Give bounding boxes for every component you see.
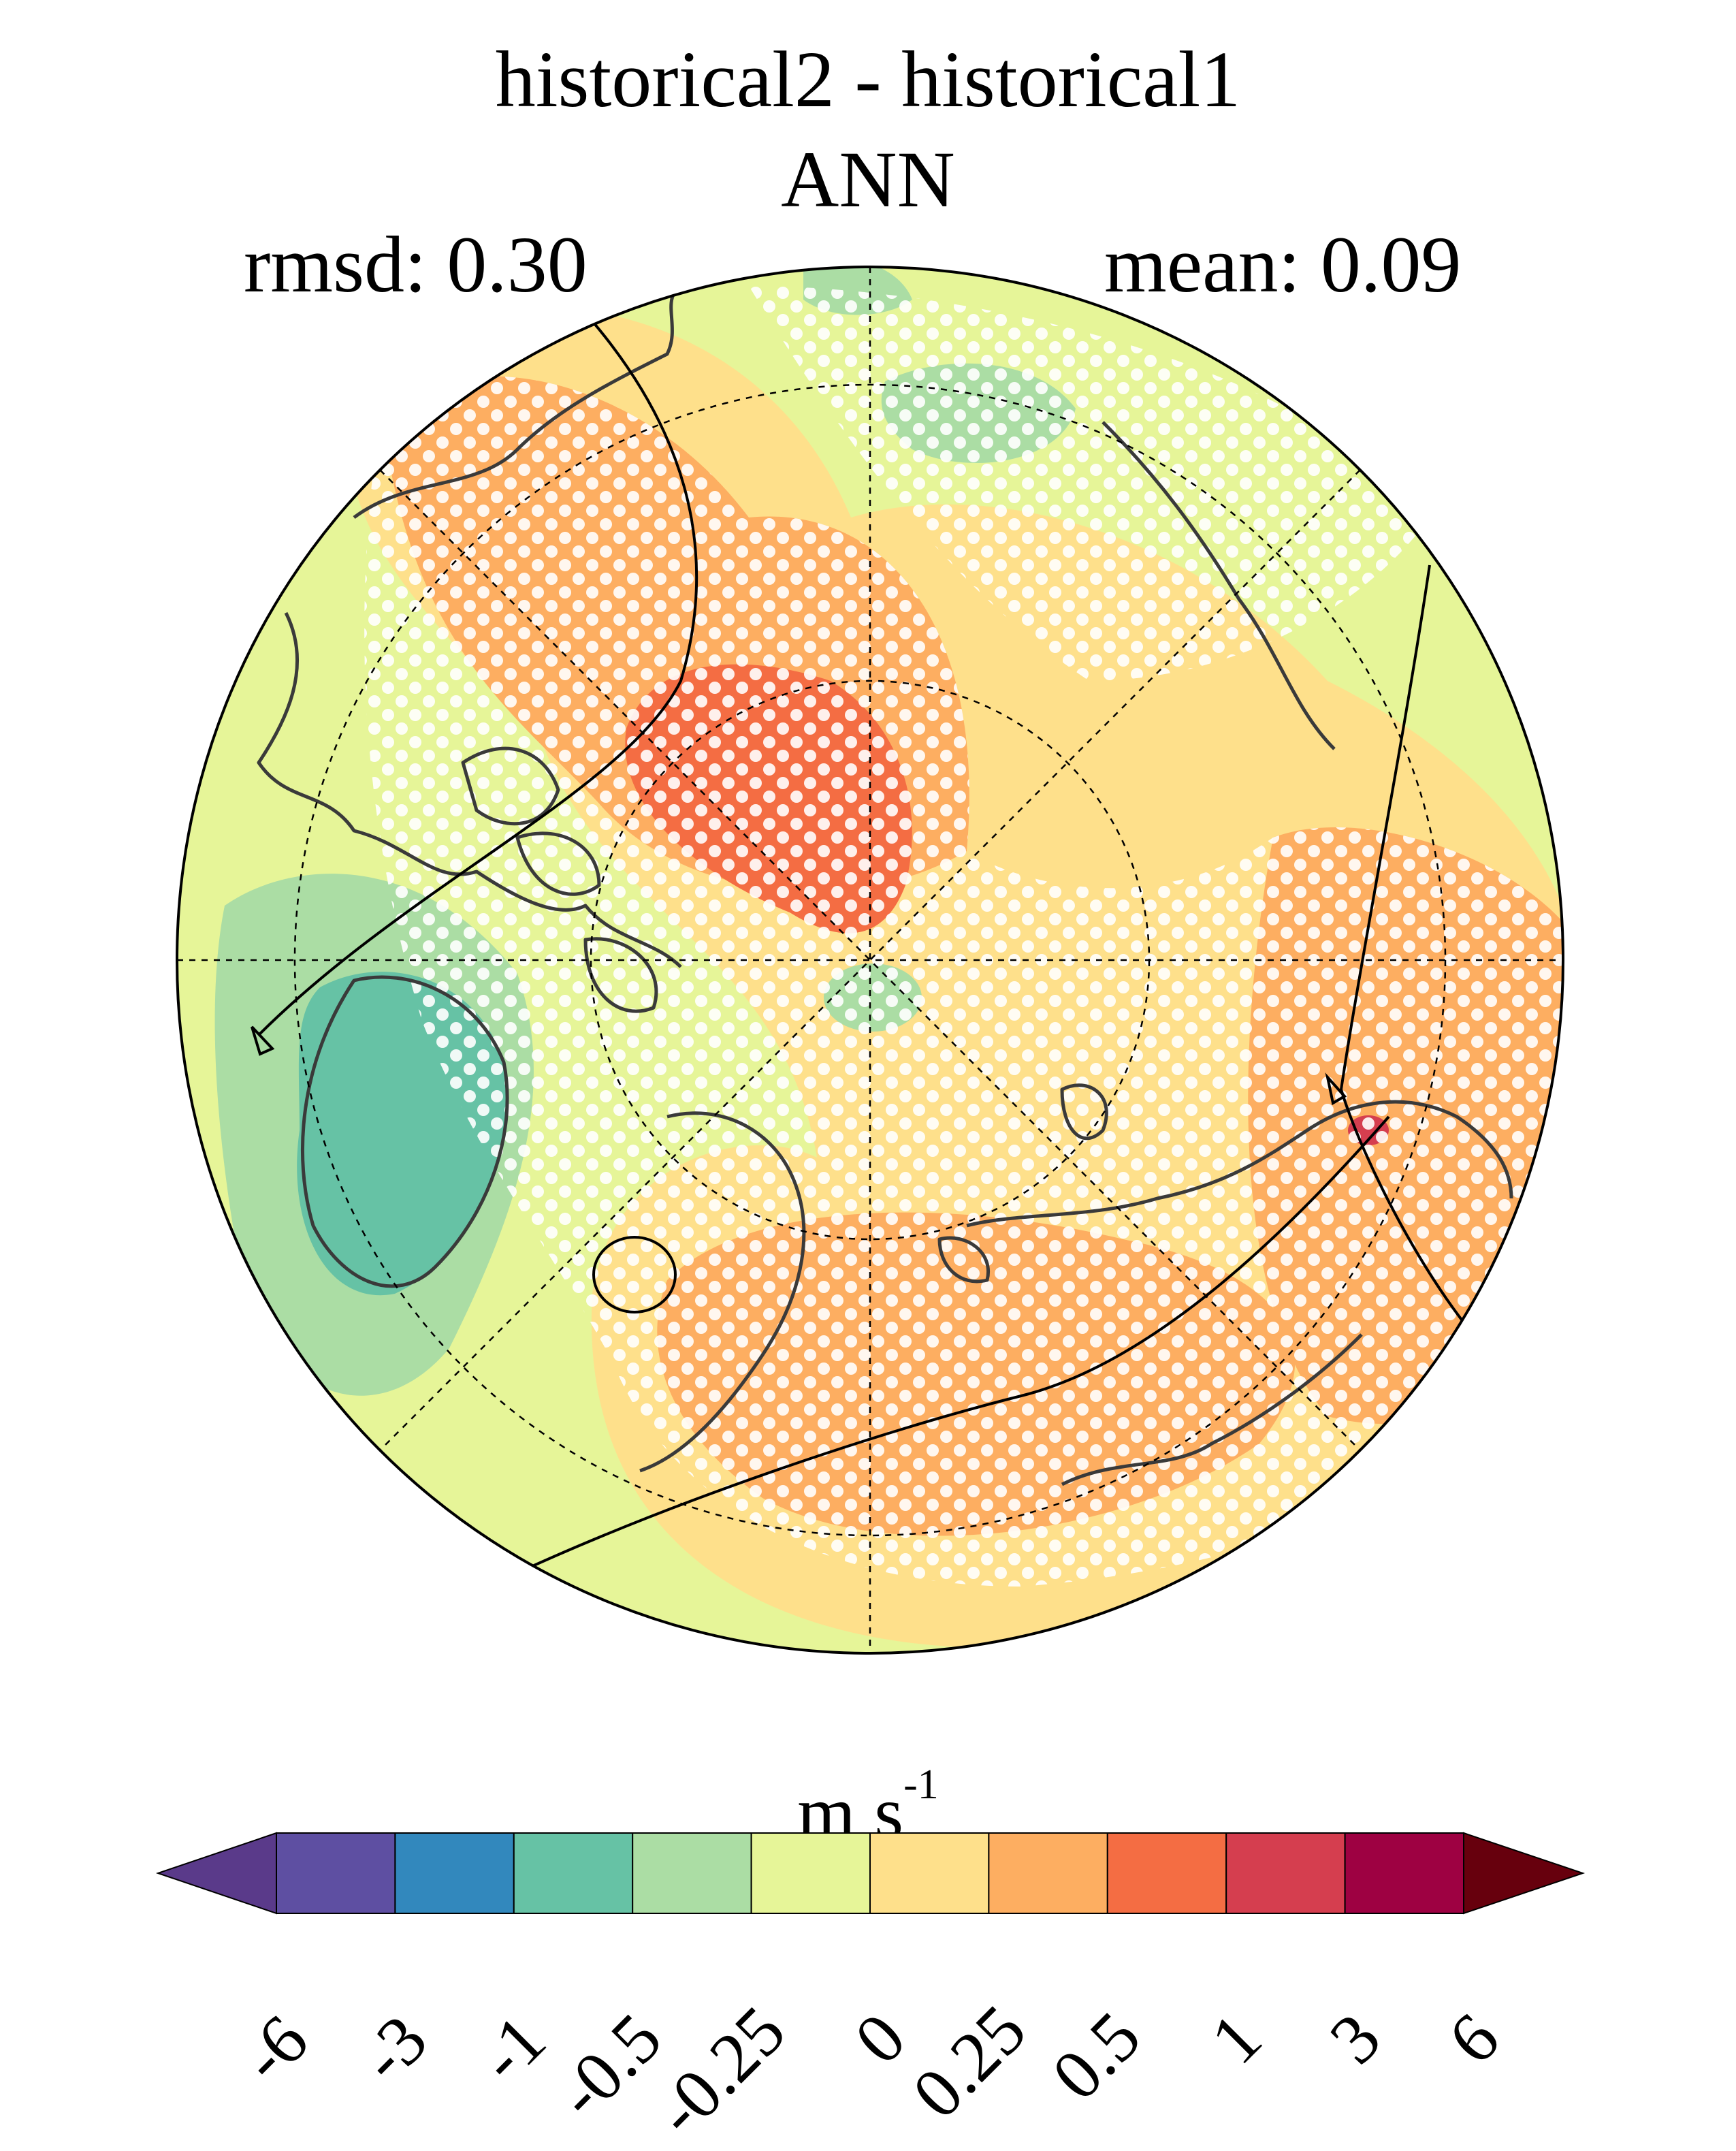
coastline-siberia — [966, 1100, 1513, 1228]
coastline-greenland — [300, 975, 509, 1288]
triangle-marker-west — [251, 1025, 275, 1056]
colorbar-swatch — [750, 1832, 871, 1914]
rmsd-label: rmsd: 0.30 — [244, 220, 588, 309]
colorbar-swatch — [276, 1832, 396, 1914]
colorbar-tick-label: -0.5 — [541, 1998, 677, 2133]
colorbar-swatch — [513, 1832, 634, 1914]
solid-line-south — [517, 1115, 1390, 1574]
coastline-alaska — [1102, 421, 1336, 750]
coastline-eurasia-south — [1061, 1333, 1363, 1486]
coastline-north-america — [257, 284, 682, 968]
colorbar-over-triangle — [1463, 1832, 1586, 1915]
map-title: historical2 - historical1 — [495, 35, 1241, 124]
colorbar-swatch — [632, 1832, 752, 1914]
colorbar-tick-label: -0.25 — [640, 1991, 801, 2151]
map-border — [176, 266, 1564, 1655]
polar-map — [176, 266, 1564, 1655]
colorbar-tick-label: 6 — [1433, 1998, 1515, 2080]
coastline-canadian-archipelago — [461, 746, 658, 1013]
triangle-marker-east — [1325, 1072, 1347, 1106]
colorbar-tick-label: 0.25 — [898, 1990, 1042, 2133]
colorbar-tick-label: -3 — [344, 2000, 443, 2097]
colorbar-swatch — [1225, 1832, 1346, 1914]
meridian-135 — [379, 469, 1361, 1451]
solid-line-east — [1339, 564, 1499, 1363]
season-label: ANN — [781, 135, 955, 224]
colorbar-tick-label: 0 — [839, 1998, 921, 2080]
coastline-novaya-zemlya — [1060, 1083, 1108, 1141]
colorbar-under-triangle — [155, 1832, 277, 1915]
solid-line-west — [257, 312, 698, 1036]
stippling-dots-north — [749, 286, 1430, 681]
mean-label: mean: 0.09 — [1104, 220, 1462, 309]
coastline-scandinavia — [639, 1111, 806, 1473]
colorbar-swatch — [1344, 1832, 1464, 1914]
solid-line-loop — [592, 1236, 677, 1313]
colorbar-swatch — [988, 1832, 1108, 1914]
meridian-45 — [379, 469, 1361, 1451]
colorbar-swatch — [869, 1832, 990, 1914]
stippling-dots — [364, 376, 1563, 1587]
colorbar-tick-label: 0.5 — [1037, 1997, 1155, 2116]
colorbar-tick-label: 3 — [1315, 1998, 1396, 2080]
colorbar-swatch — [394, 1832, 515, 1914]
colorbar-tick-label: 1 — [1196, 1998, 1277, 2080]
colorbar-swatch — [1106, 1832, 1227, 1914]
colorbar — [155, 1832, 1586, 1915]
coastline-svalbard — [937, 1236, 990, 1284]
colorbar-tick-label: -6 — [226, 2000, 323, 2097]
